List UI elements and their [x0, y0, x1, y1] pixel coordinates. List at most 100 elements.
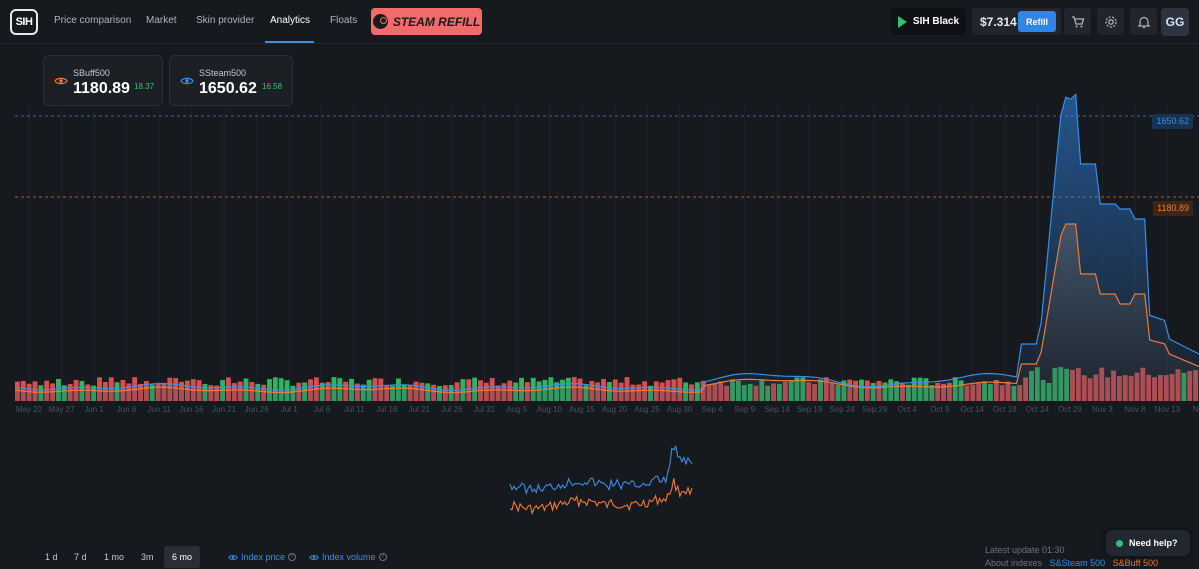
- x-tick-label: May 27: [48, 405, 75, 414]
- index-value: 1650.62: [199, 80, 257, 97]
- x-tick-label: Oct 29: [1058, 405, 1082, 414]
- x-tick-label: Jul 31: [474, 405, 496, 414]
- x-tick-label: Sep 9: [734, 405, 755, 414]
- x-tick-label: Jun 11: [147, 405, 171, 414]
- x-axis-labels: May 22 May 27 Jun 1 Jun 6 Jun 11 Jun 16 Jun 21…: [16, 405, 1199, 414]
- online-status-dot: [1116, 539, 1123, 547]
- notifications-button[interactable]: [1130, 8, 1157, 35]
- x-tick-label: Nov: [1193, 405, 1199, 414]
- x-tick-label: Aug 5: [506, 405, 527, 414]
- chart-grid: [28, 104, 1168, 401]
- x-tick-label: Jul 1: [281, 405, 298, 414]
- x-tick-label: Aug 15: [569, 405, 595, 414]
- cart-button[interactable]: [1064, 8, 1091, 35]
- x-tick-label: Jun 6: [117, 405, 137, 414]
- range-navigator[interactable]: [505, 420, 700, 525]
- help-icon[interactable]: ?: [378, 553, 387, 561]
- index-card-steam[interactable]: SSteam500 1650.62 16.58: [169, 55, 293, 106]
- x-tick-label: Aug 25: [634, 405, 660, 414]
- steam-price-tag: 1650.62: [1152, 114, 1193, 129]
- buff-series-line: [14, 223, 1199, 394]
- range-1d[interactable]: 1 d: [45, 552, 58, 562]
- x-tick-label: Oct 24: [1026, 405, 1050, 414]
- x-tick-label: Jul 6: [313, 405, 330, 414]
- range-6mo[interactable]: 6 mo: [164, 546, 201, 568]
- user-avatar[interactable]: GG: [1161, 8, 1189, 36]
- mini-steam-line: [509, 444, 693, 496]
- x-tick-label: Sep 29: [862, 405, 888, 414]
- x-tick-label: Sep 14: [764, 405, 790, 414]
- x-tick-label: Jun 21: [212, 405, 237, 414]
- range-7d[interactable]: 7 d: [74, 552, 87, 562]
- index-change: 18.37: [134, 82, 155, 91]
- index-price-label: Index price: [241, 552, 286, 562]
- refill-button[interactable]: Refill: [1018, 11, 1056, 32]
- eye-icon: [228, 554, 238, 560]
- sih-logo[interactable]: SIH: [10, 9, 38, 35]
- x-tick-label: Jul 26: [441, 405, 463, 414]
- balance-value: $7.314: [980, 15, 1017, 29]
- mini-buff-line: [509, 478, 693, 516]
- x-tick-label: Sep 4: [702, 405, 723, 414]
- x-tick-label: Aug 20: [602, 405, 628, 414]
- sih-black-label: SIH Black: [912, 16, 960, 27]
- eye-icon[interactable]: [54, 76, 68, 86]
- nav-price-comparison[interactable]: Price comparison: [54, 15, 132, 26]
- steam-series-line: [14, 93, 1199, 391]
- x-tick-label: Jun 16: [180, 405, 205, 414]
- bell-icon: [1137, 16, 1150, 28]
- nav-analytics[interactable]: Analytics: [270, 15, 311, 26]
- index-volume-toggle[interactable]: Index volume ?: [309, 552, 387, 562]
- buff-area: [15, 224, 1199, 401]
- balance-widget: $7.314 Refill: [972, 8, 1061, 35]
- index-value: 1180.89: [73, 80, 130, 97]
- index-change: 16.58: [262, 82, 283, 91]
- x-tick-label: Sep 19: [797, 405, 823, 414]
- index-card-buff[interactable]: SBuff500 1180.89 18.37: [43, 55, 163, 106]
- help-icon[interactable]: ?: [288, 553, 297, 561]
- x-tick-label: Oct 14: [961, 405, 985, 414]
- x-tick-label: May 22: [16, 405, 43, 414]
- range-1mo[interactable]: 1 mo: [104, 552, 125, 562]
- index-price-chart[interactable]: May 22 May 27 Jun 1 Jun 6 Jun 11 Jun 16 Jun 21…: [0, 44, 1199, 420]
- eye-icon: [309, 554, 319, 560]
- nav-floats[interactable]: Floats: [330, 15, 358, 26]
- x-tick-label: Aug 30: [667, 405, 693, 414]
- x-tick-label: Oct 19: [993, 405, 1017, 414]
- latest-update: Latest update 01:30: [985, 545, 1065, 555]
- settings-button[interactable]: [1097, 8, 1124, 35]
- x-tick-label: Aug 10: [537, 405, 563, 414]
- range-3m[interactable]: 3m: [141, 552, 154, 562]
- index-volume-label: Index volume: [322, 552, 376, 562]
- eye-icon[interactable]: [180, 76, 194, 86]
- about-label: About indexes: [985, 558, 1043, 568]
- index-name: SBuff500: [73, 68, 110, 78]
- x-tick-label: Nov 13: [1155, 405, 1181, 414]
- buff-legend-link[interactable]: S&Buff 500: [1112, 558, 1158, 568]
- need-help-button[interactable]: Need help?: [1106, 530, 1190, 556]
- active-tab-indicator: [265, 41, 314, 43]
- x-tick-label: Jun 1: [84, 405, 104, 414]
- buff-price-tag: 1180.89: [1153, 201, 1193, 216]
- x-tick-label: Nov 3: [1092, 405, 1113, 414]
- volume-bar: [272, 377, 278, 401]
- x-tick-label: Sep 24: [830, 405, 856, 414]
- x-tick-label: Oct 9: [930, 405, 950, 414]
- steam-legend-link[interactable]: S&Steam 500: [1049, 558, 1106, 568]
- x-tick-label: Jul 11: [344, 405, 365, 414]
- sih-black-button[interactable]: SIH Black: [891, 8, 966, 35]
- x-tick-label: Jul 21: [409, 405, 431, 414]
- x-tick-label: Jun 26: [245, 405, 270, 414]
- x-tick-label: Nov 8: [1124, 405, 1145, 414]
- about-indexes: About indexes S&Steam 500 S&Buff 500: [985, 558, 1158, 568]
- nav-market[interactable]: Market: [146, 15, 177, 26]
- need-help-label: Need help?: [1129, 538, 1178, 548]
- index-price-toggle[interactable]: Index price ?: [228, 552, 297, 562]
- x-tick-label: Jul 16: [376, 405, 398, 414]
- nav-skin-provider[interactable]: Skin provider: [196, 15, 255, 26]
- top-navigation-bar: SIH Price comparison Market Skin provide…: [0, 0, 1199, 44]
- steam-refill-button[interactable]: STEAM REFILL: [371, 8, 482, 35]
- x-tick-label: Oct 4: [898, 405, 918, 414]
- volume-bar: [278, 378, 284, 401]
- steam-refill-label: STEAM REFILL: [392, 14, 481, 29]
